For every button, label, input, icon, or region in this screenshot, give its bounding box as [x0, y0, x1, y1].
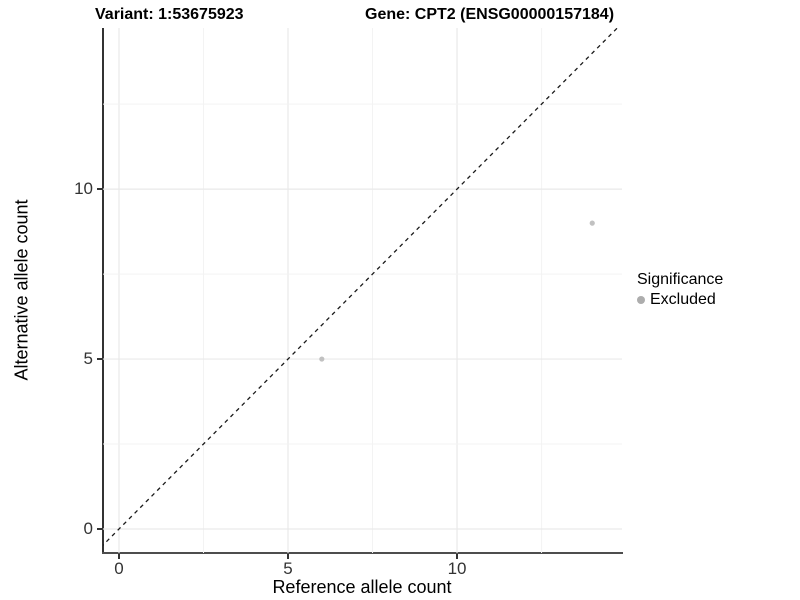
y-tick-label: 5 [83, 349, 93, 369]
y-tick-mark [97, 358, 102, 361]
legend-entry: Excluded [637, 291, 723, 309]
data-point [589, 220, 595, 226]
legend-title: Significance [637, 271, 724, 288]
y-axis-title: Alternative allele count [11, 199, 32, 381]
plot-panel [103, 28, 622, 553]
x-tick-label: 5 [283, 559, 293, 578]
x-tick-mark [287, 554, 289, 559]
data-point [319, 356, 325, 362]
y-tick-label: 0 [83, 519, 93, 538]
x-axis-line [102, 552, 623, 554]
legend-entry-label: Excluded [650, 291, 716, 308]
plot-canvas [103, 28, 622, 553]
x-axis-title: Reference allele count [272, 577, 452, 597]
x-tick-mark [117, 554, 120, 559]
identity-line [103, 28, 619, 547]
legend-entries: Excluded [637, 291, 723, 309]
plot-title-variant: Variant: 1:53675923 [95, 6, 244, 23]
x-tick-label: 0 [114, 559, 124, 578]
y-tick-mark [97, 528, 102, 530]
y-tick-label: 10 [74, 179, 93, 199]
x-tick-label: 10 [447, 559, 467, 578]
plot-title-gene: Gene: CPT2 (ENSG00000157184) [365, 6, 615, 23]
legend-point-icon [637, 296, 645, 304]
y-tick-mark [97, 188, 102, 191]
legend: Significance Excluded [637, 271, 723, 309]
y-axis-line [102, 28, 104, 554]
x-tick-mark [456, 554, 459, 559]
